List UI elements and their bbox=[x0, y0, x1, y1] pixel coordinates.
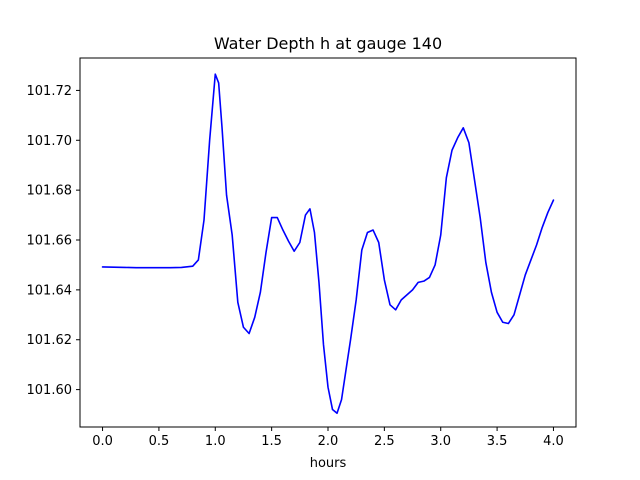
series-layer bbox=[101, 73, 555, 415]
x-tick-label: 1.5 bbox=[261, 434, 282, 449]
x-tick-label: 3.5 bbox=[487, 434, 508, 449]
y-tick-label: 101.62 bbox=[27, 333, 73, 348]
x-tick-label: 0.0 bbox=[92, 434, 113, 449]
y-tick-label: 101.72 bbox=[27, 84, 73, 99]
y-tick-label: 101.68 bbox=[27, 184, 73, 199]
x-tick-label: 1.0 bbox=[205, 434, 226, 449]
y-tick-label: 101.66 bbox=[27, 234, 73, 249]
y-axis: 101.60 101.62 101.64 101.66 101.68 101.70 101.… bbox=[27, 84, 80, 398]
x-tick-label: 2.5 bbox=[374, 434, 395, 449]
y-tick-label: 101.64 bbox=[27, 283, 73, 298]
chart-title: Water Depth h at gauge 140 bbox=[214, 34, 442, 53]
series-line-0 bbox=[101, 73, 555, 415]
x-tick-label: 0.5 bbox=[149, 434, 170, 449]
y-tick-label: 101.60 bbox=[27, 383, 73, 398]
x-tick-label: 2.0 bbox=[318, 434, 339, 449]
x-axis: 0.0 0.5 1.0 1.5 2.0 2.5 3.0 3.5 4.0 bbox=[92, 427, 564, 449]
x-axis-label: hours bbox=[310, 456, 347, 471]
y-tick-label: 101.70 bbox=[27, 134, 73, 149]
x-tick-label: 4.0 bbox=[543, 434, 564, 449]
x-tick-label: 3.0 bbox=[430, 434, 451, 449]
